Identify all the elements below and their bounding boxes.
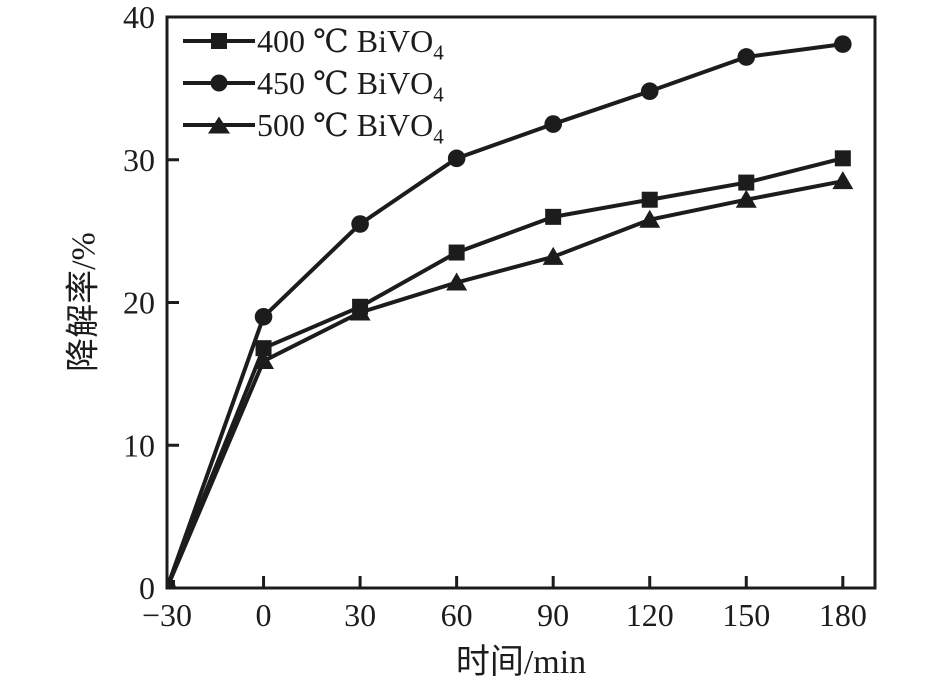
svg-text:10: 10 (123, 427, 155, 463)
svg-text:30: 30 (123, 142, 155, 178)
svg-text:20: 20 (123, 285, 155, 321)
legend-line (183, 74, 255, 92)
legend-line (183, 33, 255, 49)
svg-text:0: 0 (139, 570, 155, 606)
svg-text:60: 60 (441, 597, 473, 633)
svg-text:0: 0 (256, 597, 272, 633)
legend-label: 400 ℃ BiVO4 (257, 23, 444, 65)
y-axis-title: 降解率/% (65, 232, 103, 372)
svg-text:−30: −30 (142, 597, 192, 633)
legend-item-450c: 450 ℃ BiVO4 (183, 62, 444, 107)
legend-label: 500 ℃ BiVO4 (257, 107, 444, 149)
svg-text:90: 90 (537, 597, 569, 633)
legend-marker-triangle (208, 116, 230, 134)
svg-text:150: 150 (722, 597, 770, 633)
chart-legend: 400 ℃ BiVO4 450 ℃ BiVO4 500 ℃ BiVO4 (183, 20, 444, 149)
x-axis-title: 时间/min (455, 644, 587, 681)
legend-marker-square (211, 33, 227, 49)
svg-text:30: 30 (344, 597, 376, 633)
legend-marker-circle (210, 74, 228, 92)
svg-text:180: 180 (819, 597, 867, 633)
legend-item-500c: 500 ℃ BiVO4 (183, 104, 444, 149)
legend-label: 450 ℃ BiVO4 (257, 65, 444, 107)
svg-text:120: 120 (626, 597, 674, 633)
legend-line (183, 116, 255, 134)
svg-text:40: 40 (123, 0, 155, 35)
legend-item-400c: 400 ℃ BiVO4 (183, 20, 444, 65)
